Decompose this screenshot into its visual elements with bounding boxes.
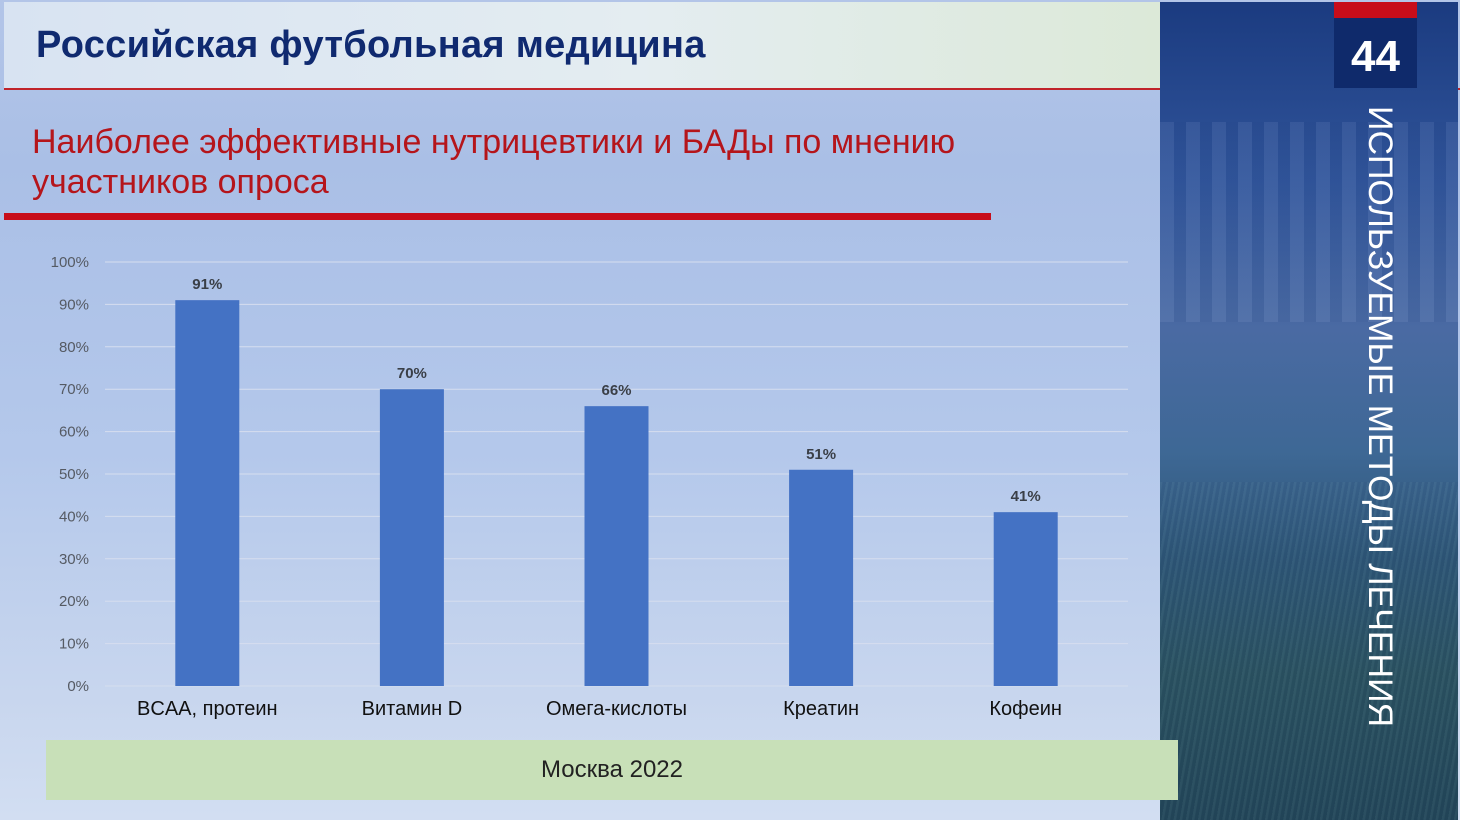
footer-label: Москва 2022 xyxy=(541,756,683,783)
grass-pattern xyxy=(1160,482,1458,820)
footer-text: Москва 2022 xyxy=(46,756,1178,784)
y-tick-label: 10% xyxy=(59,636,89,653)
data-label: 41% xyxy=(1011,488,1041,505)
data-label: 91% xyxy=(192,276,222,293)
footer-bar: Москва 2022 xyxy=(46,740,1178,800)
stadium-lights-pattern xyxy=(1160,122,1458,322)
bar xyxy=(993,512,1058,686)
side-section-title: ИСПОЛЬЗУЕМЫЕ МЕТОДЫ ЛЕЧЕНИЯ xyxy=(1361,106,1399,728)
y-tick-label: 40% xyxy=(59,508,89,525)
y-tick-label: 50% xyxy=(59,466,89,483)
page-number-accent xyxy=(1334,2,1417,18)
page-number-box: 44 xyxy=(1334,2,1417,88)
x-tick-label: Витамин D xyxy=(362,698,463,720)
y-tick-label: 30% xyxy=(59,551,89,568)
x-tick-label: Омега-кислоты xyxy=(546,698,687,720)
subtitle-underline xyxy=(4,213,991,220)
y-tick-label: 70% xyxy=(59,381,89,398)
x-tick-label: BCAA, протеин xyxy=(137,698,278,720)
x-tick-label: Кофеин xyxy=(989,698,1062,720)
header-title: Российская футбольная медицина xyxy=(36,24,706,66)
bar xyxy=(584,406,649,686)
y-tick-label: 60% xyxy=(59,424,89,441)
header-divider xyxy=(4,88,1460,90)
slide-subtitle: Наиболее эффективные нутрицевтики и БАДы… xyxy=(32,123,956,201)
header-band: Российская футбольная медицина xyxy=(4,2,1160,88)
bar xyxy=(379,389,444,686)
data-label: 66% xyxy=(601,382,631,399)
y-tick-label: 90% xyxy=(59,296,89,313)
bar-chart: 0% 10% 20% 30% 40% 50% 60% 70% 80% 90% 100% 91% BCAA… xyxy=(51,254,1128,720)
y-tick-label: 0% xyxy=(67,678,89,695)
y-tick-label: 80% xyxy=(59,339,89,356)
page-number: 44 xyxy=(1351,32,1400,81)
data-label: 70% xyxy=(397,365,427,382)
bar xyxy=(175,300,240,686)
y-tick-label: 100% xyxy=(51,254,89,271)
x-tick-label: Креатин xyxy=(783,698,859,720)
bar xyxy=(789,469,854,686)
side-panel-stadium-image xyxy=(1160,2,1458,820)
data-label: 51% xyxy=(806,446,836,463)
y-tick-label: 20% xyxy=(59,593,89,610)
